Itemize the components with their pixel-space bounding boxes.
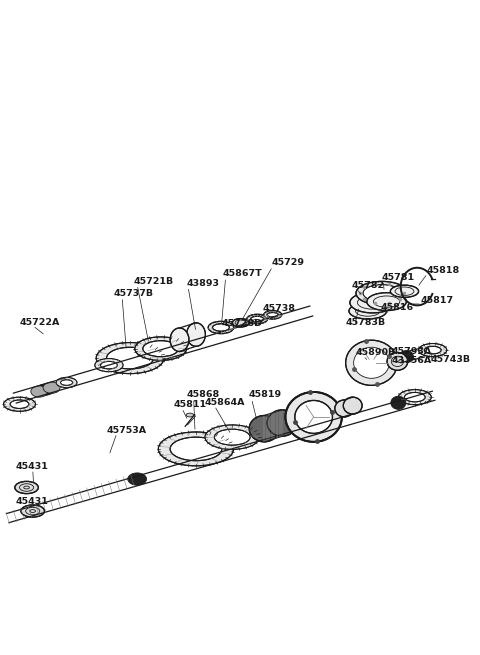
Text: 43893: 43893 (186, 279, 219, 288)
Ellipse shape (205, 425, 260, 449)
Ellipse shape (363, 285, 401, 301)
Text: 45819: 45819 (249, 390, 282, 400)
Text: 45738: 45738 (263, 304, 295, 313)
Text: 45753A: 45753A (106, 426, 146, 434)
Ellipse shape (286, 392, 342, 442)
Ellipse shape (3, 397, 36, 411)
Text: 45431: 45431 (16, 497, 48, 506)
Ellipse shape (31, 386, 48, 397)
Ellipse shape (95, 358, 123, 372)
Ellipse shape (354, 347, 389, 379)
Ellipse shape (15, 481, 38, 494)
Ellipse shape (399, 350, 413, 363)
Ellipse shape (405, 392, 425, 402)
Text: 45816: 45816 (381, 303, 414, 312)
Ellipse shape (387, 352, 408, 370)
Text: 45783B: 45783B (346, 318, 386, 328)
Text: 43756A: 43756A (391, 356, 432, 365)
Ellipse shape (208, 322, 234, 333)
Ellipse shape (187, 323, 205, 346)
Ellipse shape (100, 362, 118, 369)
Ellipse shape (107, 347, 154, 369)
Ellipse shape (267, 410, 297, 436)
Text: 45867T: 45867T (223, 269, 263, 278)
Ellipse shape (170, 437, 222, 460)
Text: 45811: 45811 (174, 400, 207, 409)
Ellipse shape (419, 343, 447, 357)
Ellipse shape (391, 396, 406, 409)
Ellipse shape (267, 312, 278, 317)
Ellipse shape (232, 318, 249, 327)
Text: 45868: 45868 (187, 390, 220, 399)
Ellipse shape (390, 285, 419, 297)
Ellipse shape (350, 292, 395, 313)
Ellipse shape (213, 324, 229, 331)
Ellipse shape (424, 346, 441, 354)
Ellipse shape (264, 310, 282, 319)
Text: 45781: 45781 (382, 272, 415, 282)
Text: 45818: 45818 (427, 265, 460, 274)
Ellipse shape (186, 413, 193, 417)
Ellipse shape (135, 337, 187, 360)
Text: 45743B: 45743B (431, 354, 471, 364)
Ellipse shape (96, 343, 164, 373)
Ellipse shape (128, 473, 146, 485)
Text: 45782: 45782 (352, 280, 385, 290)
Ellipse shape (295, 400, 333, 434)
Text: 45817: 45817 (420, 296, 454, 305)
Ellipse shape (343, 397, 362, 414)
Ellipse shape (158, 432, 234, 466)
Text: 45864A: 45864A (205, 398, 245, 407)
Ellipse shape (215, 429, 250, 445)
Ellipse shape (56, 377, 77, 388)
Ellipse shape (335, 400, 354, 417)
Ellipse shape (398, 390, 432, 405)
Ellipse shape (43, 382, 60, 394)
Text: 45737B: 45737B (114, 289, 154, 298)
Ellipse shape (21, 505, 45, 517)
Text: 45729: 45729 (271, 258, 304, 267)
Ellipse shape (346, 340, 397, 385)
Ellipse shape (249, 415, 279, 442)
Ellipse shape (37, 384, 54, 395)
Ellipse shape (143, 341, 179, 357)
Ellipse shape (247, 314, 267, 324)
Ellipse shape (356, 282, 408, 305)
Ellipse shape (170, 328, 189, 352)
Ellipse shape (251, 316, 264, 322)
Ellipse shape (60, 380, 72, 385)
Text: 45728D: 45728D (222, 319, 263, 328)
Ellipse shape (367, 293, 407, 310)
Ellipse shape (349, 303, 386, 319)
Text: 45722A: 45722A (20, 318, 60, 328)
Text: 45890B: 45890B (356, 348, 396, 357)
Text: 45721B: 45721B (133, 277, 174, 286)
Text: 45431: 45431 (16, 462, 48, 471)
Ellipse shape (10, 400, 29, 409)
Text: 45793A: 45793A (391, 347, 432, 356)
